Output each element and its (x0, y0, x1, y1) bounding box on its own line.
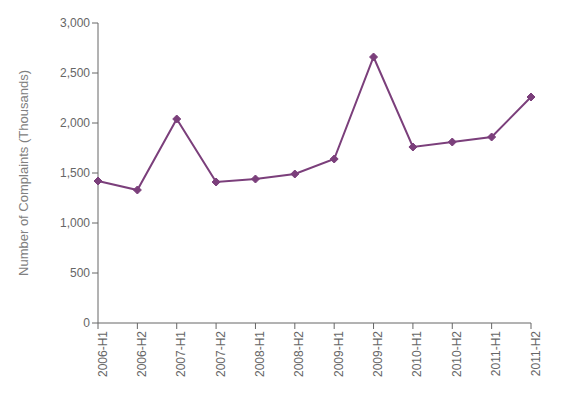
svg-text:1,500: 1,500 (60, 166, 90, 180)
svg-text:2008-H2: 2008-H2 (292, 331, 306, 377)
svg-text:2008-H1: 2008-H1 (253, 331, 267, 377)
svg-text:2009-H1: 2009-H1 (332, 331, 346, 377)
svg-text:2010-H2: 2010-H2 (450, 331, 464, 377)
svg-text:500: 500 (70, 266, 90, 280)
svg-text:2007-H1: 2007-H1 (174, 331, 188, 377)
svg-text:Number of Complaints (Thousand: Number of Complaints (Thousands) (16, 70, 31, 276)
svg-text:2011-H1: 2011-H1 (489, 331, 503, 376)
svg-text:2,000: 2,000 (60, 116, 90, 130)
svg-text:2009-H2: 2009-H2 (371, 331, 385, 377)
svg-text:0: 0 (83, 316, 90, 330)
svg-text:1,000: 1,000 (60, 216, 90, 230)
svg-text:2007-H2: 2007-H2 (214, 331, 228, 377)
svg-text:3,000: 3,000 (60, 16, 90, 30)
svg-text:2006-H2: 2006-H2 (135, 331, 149, 377)
svg-text:2011-H2: 2011-H2 (529, 331, 543, 376)
svg-text:2,500: 2,500 (60, 66, 90, 80)
svg-text:2006-H1: 2006-H1 (96, 331, 110, 377)
svg-text:2010-H1: 2010-H1 (410, 331, 424, 377)
